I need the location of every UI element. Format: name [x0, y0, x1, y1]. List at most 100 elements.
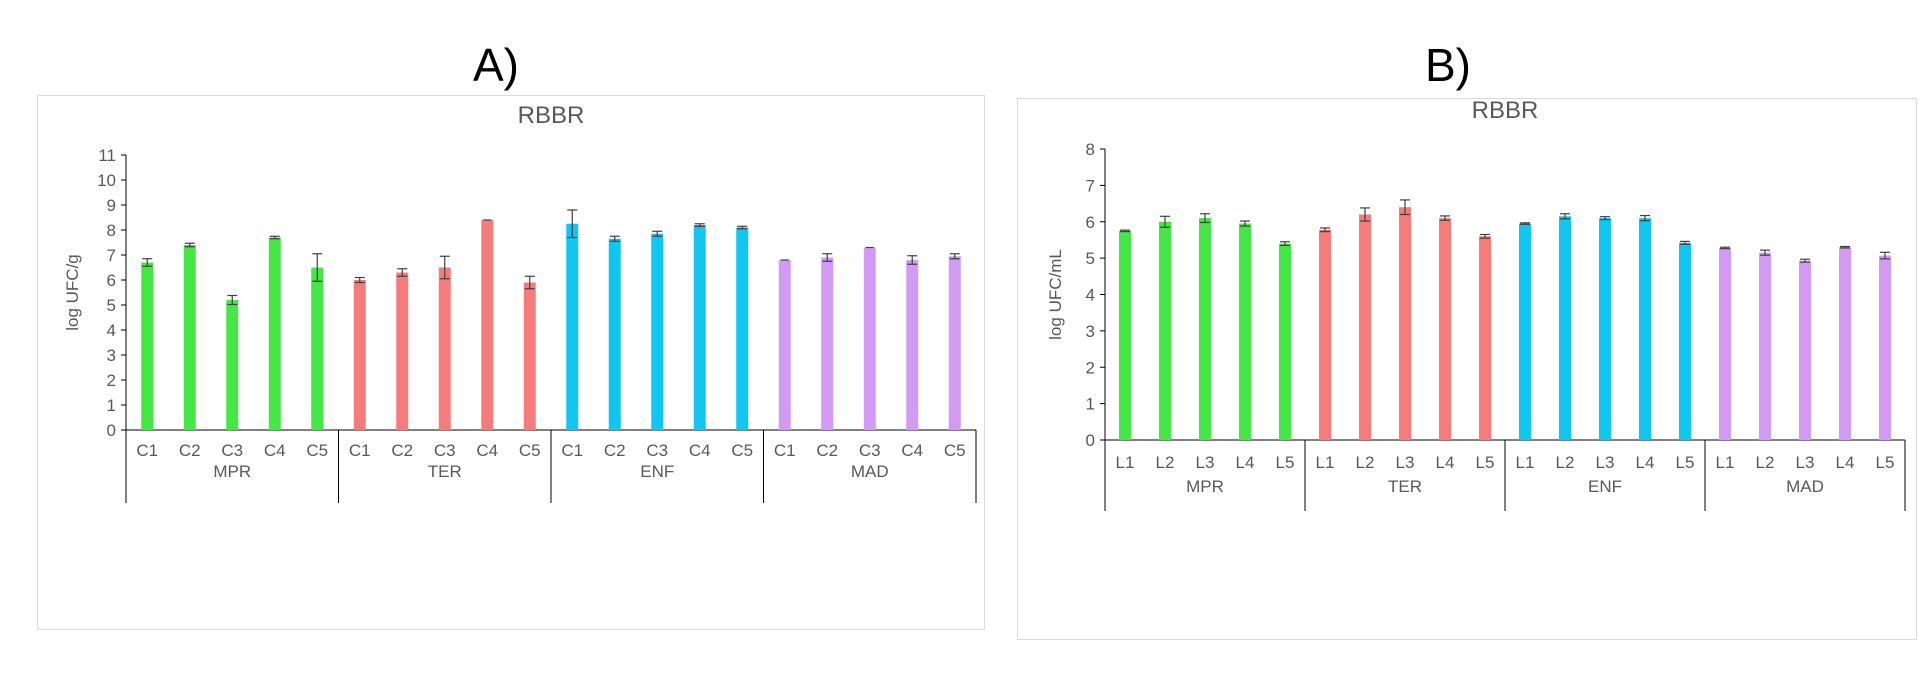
panel-label-a: A)	[473, 39, 519, 91]
y-tick-label: 2	[1086, 358, 1095, 377]
bar-mpr-l2	[1159, 221, 1171, 440]
category-label: C2	[179, 441, 201, 460]
bar-enf-c4	[693, 225, 706, 430]
category-label: C5	[519, 441, 541, 460]
bar-mad-l1	[1719, 247, 1731, 440]
y-tick-label: 8	[1086, 140, 1095, 159]
chart-title: RBBR	[1472, 99, 1539, 124]
category-label: C3	[859, 441, 881, 460]
y-tick-label: 5	[1086, 249, 1095, 268]
y-tick-label: 1	[1086, 395, 1095, 414]
y-tick-label: 11	[98, 146, 116, 165]
bar-enf-l5	[1679, 242, 1691, 440]
category-label: C2	[391, 441, 413, 460]
category-label: L3	[1196, 453, 1215, 472]
y-tick-label: 10	[97, 171, 116, 190]
bar-ter-l1	[1319, 229, 1331, 440]
bar-ter-c3	[438, 267, 451, 430]
category-label: C5	[306, 441, 328, 460]
category-label: L1	[1116, 453, 1135, 472]
bar-enf-l4	[1639, 218, 1651, 440]
group-label: TER	[1388, 477, 1422, 496]
bar-mad-l3	[1799, 260, 1811, 440]
bar-enf-c3	[651, 233, 664, 430]
chart-b-container: RBBR log UFC/mL 0 1 2 3 4 5 6 7 8 L1 L2 L3 L4 L5 L1 L2 L3 L…	[1017, 97, 1917, 640]
category-label: L4	[1836, 453, 1855, 472]
bar-enf-l1	[1519, 223, 1531, 440]
y-tick-label: 8	[107, 221, 116, 240]
group-label: TER	[428, 462, 462, 481]
y-tick-label: 0	[107, 421, 116, 440]
group-label: MAD	[1786, 477, 1824, 496]
bar-enf-l2	[1559, 216, 1571, 440]
y-tick-label: 0	[1086, 431, 1095, 450]
category-label: L2	[1756, 453, 1775, 472]
bar-mad-c2	[821, 257, 834, 430]
category-label: C3	[646, 441, 668, 460]
category-label: L5	[1676, 453, 1695, 472]
category-label: L1	[1716, 453, 1735, 472]
y-axis-title: log UFC/mL	[1046, 249, 1065, 340]
category-label: L1	[1516, 453, 1535, 472]
y-axis-title: log UFC/g	[63, 254, 82, 331]
category-label: L5	[1276, 453, 1295, 472]
y-tick-label: 3	[1086, 322, 1095, 341]
category-label: L4	[1436, 453, 1455, 472]
bar-ter-c4	[481, 220, 494, 430]
bar-ter-l5	[1479, 236, 1491, 440]
group-label: ENF	[1588, 477, 1622, 496]
bar-enf-c2	[608, 238, 621, 430]
category-label: C5	[731, 441, 753, 460]
category-label: C2	[816, 441, 838, 460]
panel-label-b: B)	[1425, 39, 1471, 91]
category-label: L3	[1796, 453, 1815, 472]
category-label: L4	[1636, 453, 1655, 472]
category-label: C3	[434, 441, 456, 460]
y-tick-label: 7	[107, 246, 116, 265]
bar-ter-l3	[1399, 207, 1411, 440]
bar-mpr-l5	[1279, 243, 1291, 440]
y-tick-label: 4	[1086, 286, 1095, 305]
y-tick-label: 7	[1086, 176, 1095, 195]
bar-enf-l3	[1599, 218, 1611, 440]
chart-a: RBBR log UFC/g 0 1 2 3 4 5 6 7 8 9 10 11 C1 C2 C3 C4 C5 C1 C…	[63, 102, 977, 503]
chart-a-container: RBBR log UFC/g 0 1 2 3 4 5 6 7 8 9 10 11 C1 C2 C3 C4 C5 C1 C…	[37, 95, 985, 630]
bar-ter-l2	[1359, 214, 1371, 440]
chart-b: RBBR log UFC/mL 0 1 2 3 4 5 6 7 8 L1 L2 L3 L4 L5 L1 L2 L3 L…	[1046, 97, 1906, 511]
bar-mpr-l4	[1239, 223, 1251, 440]
bar-mad-l2	[1759, 252, 1771, 440]
bar-mad-c3	[863, 247, 876, 430]
chart-title: RBBR	[518, 102, 585, 129]
category-label: L2	[1156, 453, 1175, 472]
category-label: C3	[221, 441, 243, 460]
category-label: C5	[944, 441, 966, 460]
category-label: C4	[476, 441, 498, 460]
category-label: C4	[689, 441, 711, 460]
y-tick-label: 2	[107, 371, 116, 390]
bar-enf-c5	[736, 227, 749, 430]
bar-ter-c1	[353, 280, 366, 430]
group-label: MPR	[213, 462, 251, 481]
category-label: L1	[1316, 453, 1335, 472]
bar-ter-c5	[523, 282, 536, 430]
y-tick-label: 6	[107, 271, 116, 290]
category-label: L2	[1356, 453, 1375, 472]
category-label: L2	[1556, 453, 1575, 472]
category-label: C4	[901, 441, 923, 460]
category-label: C2	[604, 441, 626, 460]
bar-mad-c4	[906, 260, 919, 430]
category-label: L3	[1396, 453, 1415, 472]
category-label: C1	[774, 441, 796, 460]
y-tick-label: 3	[107, 346, 116, 365]
bar-ter-c2	[396, 272, 409, 430]
y-tick-label: 5	[107, 296, 116, 315]
category-label: C4	[264, 441, 286, 460]
bar-mpr-l3	[1199, 218, 1211, 440]
category-label: L5	[1876, 453, 1895, 472]
bar-mpr-c1	[141, 262, 154, 430]
bar-mpr-l1	[1119, 230, 1131, 440]
bar-enf-c1	[566, 223, 579, 430]
group-label: ENF	[640, 462, 674, 481]
bar-mad-l4	[1839, 247, 1851, 440]
category-label: L3	[1596, 453, 1615, 472]
